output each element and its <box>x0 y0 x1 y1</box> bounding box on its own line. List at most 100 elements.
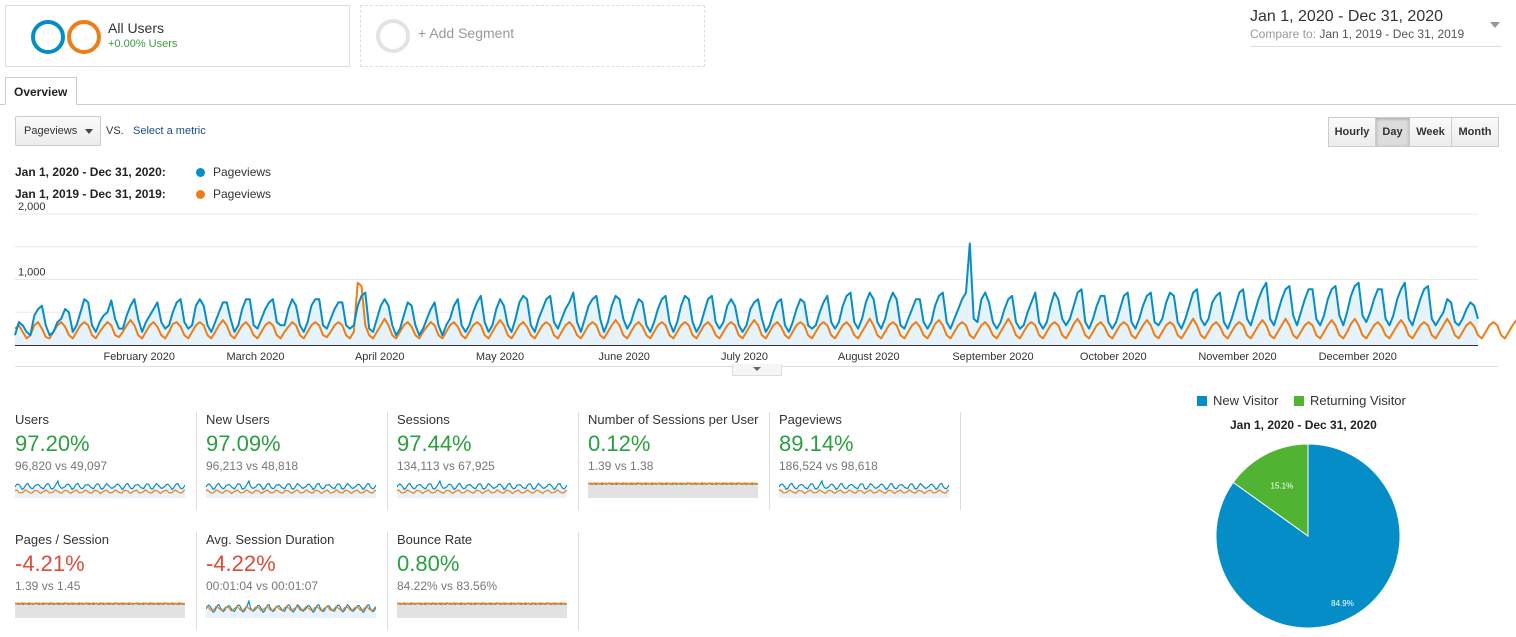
add-segment-label: + Add Segment <box>418 25 515 41</box>
granularity-day-button[interactable]: Day <box>1375 117 1410 147</box>
segment-title: All Users <box>108 20 165 36</box>
y-tick-label: 1,000 <box>18 267 46 279</box>
scorecard-sparkline <box>779 480 949 498</box>
legend-swatch-icon <box>1197 396 1207 406</box>
current-series-area <box>15 243 1478 345</box>
legend-row-previous: Jan 1, 2019 - Dec 31, 2019: Pageviews <box>15 187 271 201</box>
scorecard-sparkline <box>206 600 376 618</box>
tab-overview[interactable]: Overview <box>5 77 77 105</box>
x-tick-label: August 2020 <box>838 351 900 363</box>
granularity-hourly-button[interactable]: Hourly <box>1328 117 1376 147</box>
pie-slice-label: 15.1% <box>1271 481 1294 490</box>
scorecard-change-value: 97.09% <box>206 431 281 456</box>
y-tick-label: 2,000 <box>18 201 46 213</box>
scorecard-compare-values: 134,113 vs 67,925 <box>397 459 495 473</box>
pie-legend-label: Returning Visitor <box>1310 393 1406 408</box>
x-tick-label: February 2020 <box>103 351 175 363</box>
metric-dropdown[interactable]: Pageviews <box>15 116 101 146</box>
date-range-compare: Compare to: Jan 1, 2019 - Dec 31, 2019 <box>1250 27 1464 41</box>
sparkline-area <box>206 608 376 618</box>
scorecard-pages-session[interactable]: Pages / Session -4.21% 1.39 vs 1.45 <box>15 532 197 630</box>
scorecard-sessions[interactable]: Sessions 97.44% 134,113 vs 67,925 <box>397 412 579 510</box>
scorecard-title: Pages / Session <box>15 532 109 547</box>
scorecard-change-value: 97.44% <box>397 431 472 456</box>
pie-slice-new-visitor <box>1215 443 1401 629</box>
scorecard-compare-values: 1.39 vs 1.38 <box>588 459 654 473</box>
scorecard-sparkline <box>397 480 567 498</box>
scorecard-title: Number of Sessions per User <box>588 412 759 427</box>
scorecard-title: Sessions <box>397 412 450 427</box>
sparkline-area <box>588 483 758 498</box>
pageviews-line-chart[interactable]: 2,000 1,000 February 2020 March 2020 April 2… <box>0 200 1516 366</box>
x-tick-label: November 2020 <box>1198 351 1276 363</box>
x-tick-label: March 2020 <box>226 351 284 363</box>
scorecard-sparkline <box>397 602 567 618</box>
scorecard-sparkline <box>15 480 185 498</box>
tab-bar-rule <box>0 104 1516 105</box>
scorecard-compare-values: 96,820 vs 49,097 <box>15 459 108 473</box>
granularity-month-button[interactable]: Month <box>1451 117 1499 147</box>
segment-all-users[interactable]: All Users +0.00% Users <box>5 5 350 67</box>
legend-series-name: Pageviews <box>213 187 272 201</box>
scorecard-change-value: 0.80% <box>397 551 460 576</box>
empty-segment-circle-icon <box>376 19 410 53</box>
segment-subtitle: +0.00% Users <box>108 38 178 50</box>
pie-chart-title: Jan 1, 2020 - Dec 31, 2020 <box>1230 418 1377 432</box>
pie-legend-label: New Visitor <box>1213 393 1279 408</box>
scorecard-users[interactable]: Users 97.20% 96,820 vs 49,097 <box>15 412 197 510</box>
scorecard-pageviews[interactable]: Pageviews 89.14% 186,524 vs 98,618 <box>779 412 961 510</box>
date-range-main: Jan 1, 2020 - Dec 31, 2020 <box>1250 8 1444 25</box>
legend-dot-icon <box>196 190 205 199</box>
sparkline-area <box>15 603 185 618</box>
sparkline-previous <box>397 489 567 495</box>
x-tick-label: September 2020 <box>952 351 1033 363</box>
scorecard-new-users[interactable]: New Users 97.09% 96,213 vs 48,818 <box>206 412 388 510</box>
visitor-type-pie-chart[interactable]: 84.9% 15.1% <box>1210 440 1410 635</box>
x-tick-label: April 2020 <box>355 351 405 363</box>
x-tick-label: June 2020 <box>599 351 650 363</box>
x-tick-label: December 2020 <box>1319 351 1397 363</box>
scorecard-compare-values: 00:01:04 vs 00:01:07 <box>206 579 319 593</box>
sparkline-previous <box>15 602 185 605</box>
scorecard-bounce-rate[interactable]: Bounce Rate 0.80% 84.22% vs 83.56% <box>397 532 579 630</box>
x-tick-label: May 2020 <box>476 351 524 363</box>
scorecard-title: Bounce Rate <box>397 532 473 547</box>
scorecard-change-value: -4.22% <box>206 551 276 576</box>
sparkline-previous <box>206 605 376 612</box>
compare-label: Compare to: <box>1250 27 1317 41</box>
sparkline-previous <box>588 482 758 485</box>
add-segment-button[interactable]: + Add Segment <box>360 5 705 67</box>
legend-range: Jan 1, 2020 - Dec 31, 2020: <box>15 165 166 179</box>
scorecard-number-of-sessions-per-user[interactable]: Number of Sessions per User 0.12% 1.39 vs … <box>588 412 770 510</box>
metric-dropdown-label: Pageviews <box>24 125 78 137</box>
scorecard-compare-values: 84.22% vs 83.56% <box>397 579 498 593</box>
sparkline-current <box>206 480 376 491</box>
scorecard-compare-values: 1.39 vs 1.45 <box>15 579 81 593</box>
pie-legend-new-visitor[interactable]: New Visitor <box>1197 393 1279 408</box>
compare-range: Jan 1, 2019 - Dec 31, 2019 <box>1319 27 1465 41</box>
legend-series-name: Pageviews <box>213 165 272 179</box>
sparkline-current <box>397 480 567 491</box>
granularity-week-button[interactable]: Week <box>1409 117 1452 147</box>
collapse-chart-handle[interactable] <box>732 364 782 376</box>
chevron-down-icon <box>1490 22 1500 28</box>
scorecard-sparkline <box>588 482 758 498</box>
pie-legend-returning-visitor[interactable]: Returning Visitor <box>1294 393 1406 408</box>
current-series-line <box>14 242 1479 337</box>
scorecard-avg-session-duration[interactable]: Avg. Session Duration -4.22% 00:01:04 vs 0… <box>206 532 388 630</box>
scorecard-change-value: 89.14% <box>779 431 854 456</box>
scorecard-title: New Users <box>206 412 270 427</box>
legend-dot-icon <box>196 168 205 177</box>
segment-circle-icon <box>31 20 65 54</box>
scorecard-change-value: 0.12% <box>588 431 651 456</box>
sparkline-previous <box>206 489 376 495</box>
sparkline-previous <box>779 489 949 495</box>
scorecard-sparkline <box>15 602 185 618</box>
pie-slice-returning-visitor <box>1232 443 1309 537</box>
select-metric-link[interactable]: Select a metric <box>133 125 206 137</box>
sparkline-current <box>206 600 376 614</box>
x-tick-label: July 2020 <box>721 351 768 363</box>
segment-circle-icon <box>67 20 101 54</box>
date-range-picker[interactable]: Jan 1, 2020 - Dec 31, 2020 Compare to: J… <box>1250 5 1502 47</box>
sparkline-area <box>397 603 567 618</box>
